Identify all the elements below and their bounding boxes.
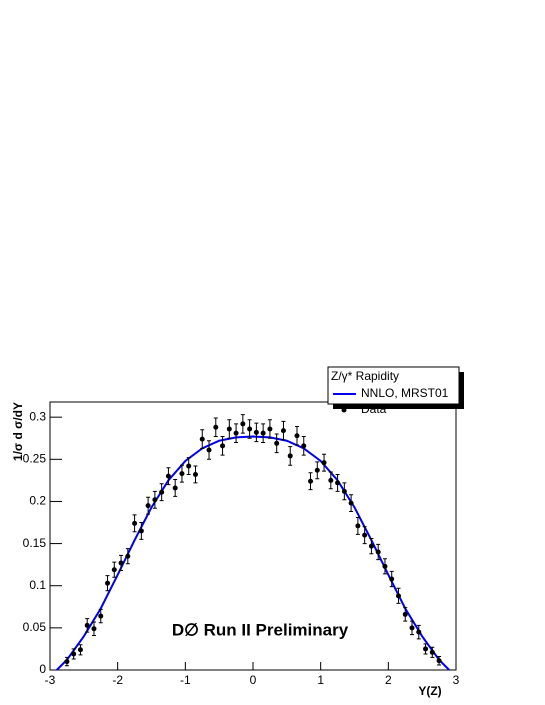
data-point <box>165 473 171 479</box>
data-point <box>118 560 124 566</box>
x-tick-label: 1 <box>317 673 324 687</box>
data-point <box>247 426 253 432</box>
data-point <box>186 463 192 469</box>
x-tick-label: 2 <box>385 673 392 687</box>
data-point <box>260 430 266 436</box>
y-tick-label: 0.15 <box>23 536 47 550</box>
data-point <box>91 626 97 632</box>
legend-swatch <box>341 407 347 413</box>
data-point <box>125 553 131 559</box>
data-point <box>138 528 144 534</box>
data-point <box>389 576 395 582</box>
data-point <box>416 629 422 635</box>
data-point <box>179 471 185 477</box>
y-tick-label: 0.05 <box>23 620 47 634</box>
x-tick-label: 0 <box>250 673 257 687</box>
data-point <box>328 477 334 483</box>
data-point <box>402 611 408 617</box>
data-point <box>199 436 205 442</box>
data-point <box>132 520 138 526</box>
data-point <box>152 497 158 503</box>
data-point <box>355 523 361 529</box>
data-point <box>274 440 280 446</box>
legend-title: Z/γ* Rapidity <box>331 369 399 383</box>
data-point <box>159 489 165 495</box>
data-point <box>294 433 300 439</box>
data-point <box>436 658 442 664</box>
y-axis-title: 1/σ d σ/dY <box>11 402 25 461</box>
data-point <box>375 549 381 555</box>
data-point <box>308 478 314 484</box>
data-point <box>84 622 90 628</box>
data-point <box>280 428 286 434</box>
data-point <box>64 659 70 665</box>
data-point <box>233 430 239 436</box>
data-point <box>172 485 178 491</box>
x-tick-label: -3 <box>45 673 56 687</box>
data-point <box>111 567 117 573</box>
data-point <box>362 532 368 538</box>
data-point <box>240 421 246 427</box>
data-point <box>253 429 259 435</box>
data-point <box>267 426 273 432</box>
legend-label: NNLO, MRST01 <box>361 386 449 400</box>
annotation: D∅ Run II Preliminary <box>172 620 349 639</box>
data-point <box>335 480 341 486</box>
data-point <box>429 649 435 655</box>
data-point <box>71 651 77 657</box>
x-tick-label: -2 <box>112 673 123 687</box>
data-point <box>314 467 320 473</box>
data-point <box>192 471 198 477</box>
data-point <box>321 460 327 466</box>
data-point <box>423 646 429 652</box>
data-point <box>287 453 293 459</box>
y-tick-label: 0.1 <box>29 578 46 592</box>
data-point <box>145 503 151 509</box>
data-point <box>226 426 232 432</box>
data-point <box>409 625 415 631</box>
data-point <box>98 613 104 619</box>
data-point <box>341 488 347 494</box>
data-point <box>368 543 374 549</box>
legend-label: Data <box>361 402 387 416</box>
data-point <box>77 647 83 653</box>
x-axis-title: Y(Z) <box>418 684 441 698</box>
y-tick-label: 0.3 <box>29 409 46 423</box>
data-point <box>206 447 212 453</box>
y-tick-label: 0.2 <box>29 494 46 508</box>
legend-box <box>327 366 460 405</box>
data-point <box>348 500 354 506</box>
data-point <box>301 443 307 449</box>
data-point <box>213 424 219 430</box>
data-point <box>105 580 111 586</box>
data-point <box>395 593 401 599</box>
x-tick-label: 3 <box>453 673 460 687</box>
x-tick-label: -1 <box>180 673 191 687</box>
data-point <box>382 563 388 569</box>
curve <box>56 435 450 671</box>
data-point <box>220 443 226 449</box>
y-tick-label: 0.25 <box>23 451 47 465</box>
y-tick-label: 0 <box>39 662 46 676</box>
